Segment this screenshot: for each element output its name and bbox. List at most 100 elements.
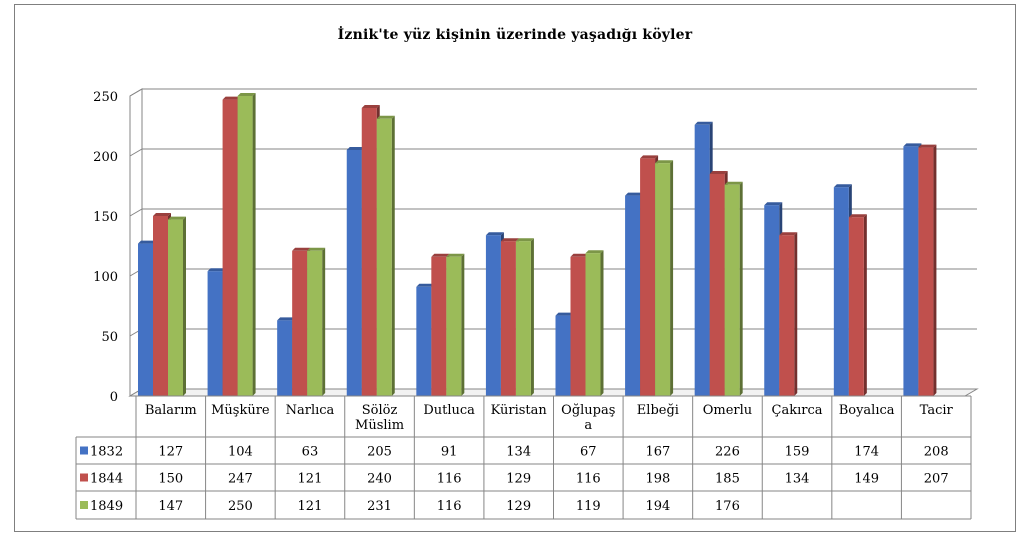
bar-front [724, 184, 740, 396]
data-label: 116 [437, 499, 462, 514]
bar-front [500, 241, 516, 396]
y-axis-labels: 0 50 100 150 200 250 [93, 90, 118, 405]
bar-side [600, 250, 604, 396]
data-label: 116 [437, 472, 462, 487]
bar [585, 250, 604, 396]
data-label: 91 [441, 445, 458, 460]
legend-key [80, 501, 88, 509]
legend-label: 1849 [90, 499, 123, 514]
y-tick-label: 250 [93, 90, 118, 105]
data-label: 134 [506, 445, 531, 460]
category-label: Oğlupaş [561, 403, 615, 418]
bar-top [515, 238, 534, 242]
bar-top [555, 312, 574, 316]
bar-front [779, 235, 795, 396]
bar-side [739, 181, 743, 396]
bars [138, 93, 937, 397]
bar-top [585, 250, 604, 254]
bar-front [207, 271, 223, 396]
bar-front [515, 241, 531, 396]
series-1849 [168, 93, 743, 397]
category-label: Boyalıca [839, 403, 895, 418]
bar-front [709, 174, 725, 396]
category-label: Tacir [920, 403, 954, 418]
category-label: Narlıca [286, 403, 335, 418]
bar-front [168, 219, 183, 396]
data-label: 159 [785, 445, 810, 460]
data-label: 240 [367, 472, 392, 487]
data-label: 149 [854, 472, 879, 487]
bar [307, 247, 326, 396]
data-label: 194 [645, 499, 670, 514]
bar [848, 214, 867, 396]
y-tick-label: 0 [110, 390, 118, 405]
bar-top [709, 171, 728, 174]
legend-key [80, 473, 88, 482]
bar-side [391, 115, 395, 397]
bar-side [322, 247, 326, 396]
bar-top [277, 317, 296, 321]
data-label: 129 [506, 499, 531, 514]
category-label: Çakırca [772, 403, 823, 418]
bar-side [794, 232, 798, 396]
bar [655, 160, 674, 396]
bar-top [416, 283, 435, 287]
bar-top [138, 240, 156, 244]
bar-front [903, 146, 919, 396]
bar-front [237, 96, 253, 396]
data-label: 247 [228, 472, 253, 487]
bar-front [625, 195, 641, 396]
data-label: 150 [158, 472, 183, 487]
bar-top [724, 181, 743, 185]
bar-front [376, 118, 392, 397]
data-label: 134 [785, 472, 810, 487]
bar-top [292, 247, 311, 251]
bar-top [779, 232, 798, 236]
data-label: 127 [158, 445, 183, 460]
data-label: 147 [158, 499, 183, 514]
bar-side [530, 238, 534, 396]
data-label: 104 [228, 445, 253, 460]
y-tick-label: 150 [93, 210, 118, 225]
data-label: 185 [715, 472, 740, 487]
bar-front [640, 158, 656, 396]
data-label: 67 [580, 445, 597, 460]
bar-top [222, 96, 241, 100]
bar-front [346, 150, 362, 396]
bar [446, 253, 465, 396]
bar-side [252, 93, 256, 396]
bar-front [138, 243, 153, 396]
bar-front [431, 256, 447, 396]
category-label: Balarım [145, 403, 197, 418]
bar-front [585, 253, 601, 396]
bar-top [764, 202, 783, 206]
bar-front [485, 235, 501, 396]
bar-front [446, 256, 462, 396]
bar-top [346, 147, 365, 150]
data-label: 63 [302, 445, 319, 460]
data-label: 167 [645, 445, 670, 460]
data-label: 207 [924, 472, 949, 487]
bar-side [933, 144, 937, 396]
bar [376, 115, 395, 397]
bar [237, 93, 256, 396]
data-label: 129 [506, 472, 531, 487]
bar-side [183, 216, 186, 396]
bar-top [500, 238, 519, 242]
bar-side [863, 214, 867, 396]
bar-top [848, 214, 867, 218]
chart-title: İznik'te yüz kişinin üzerinde yaşadığı k… [337, 27, 693, 43]
bar-top [570, 253, 589, 257]
category-label: Müşküre [211, 403, 270, 418]
bar-front [570, 256, 586, 396]
bar [918, 144, 937, 396]
bar-front [277, 320, 293, 396]
data-label: 231 [367, 499, 392, 514]
bar-front [833, 187, 849, 396]
legend-label: 1832 [90, 445, 123, 460]
category-label: a [584, 418, 592, 433]
bar-front [153, 216, 168, 396]
bar-top [376, 115, 395, 119]
